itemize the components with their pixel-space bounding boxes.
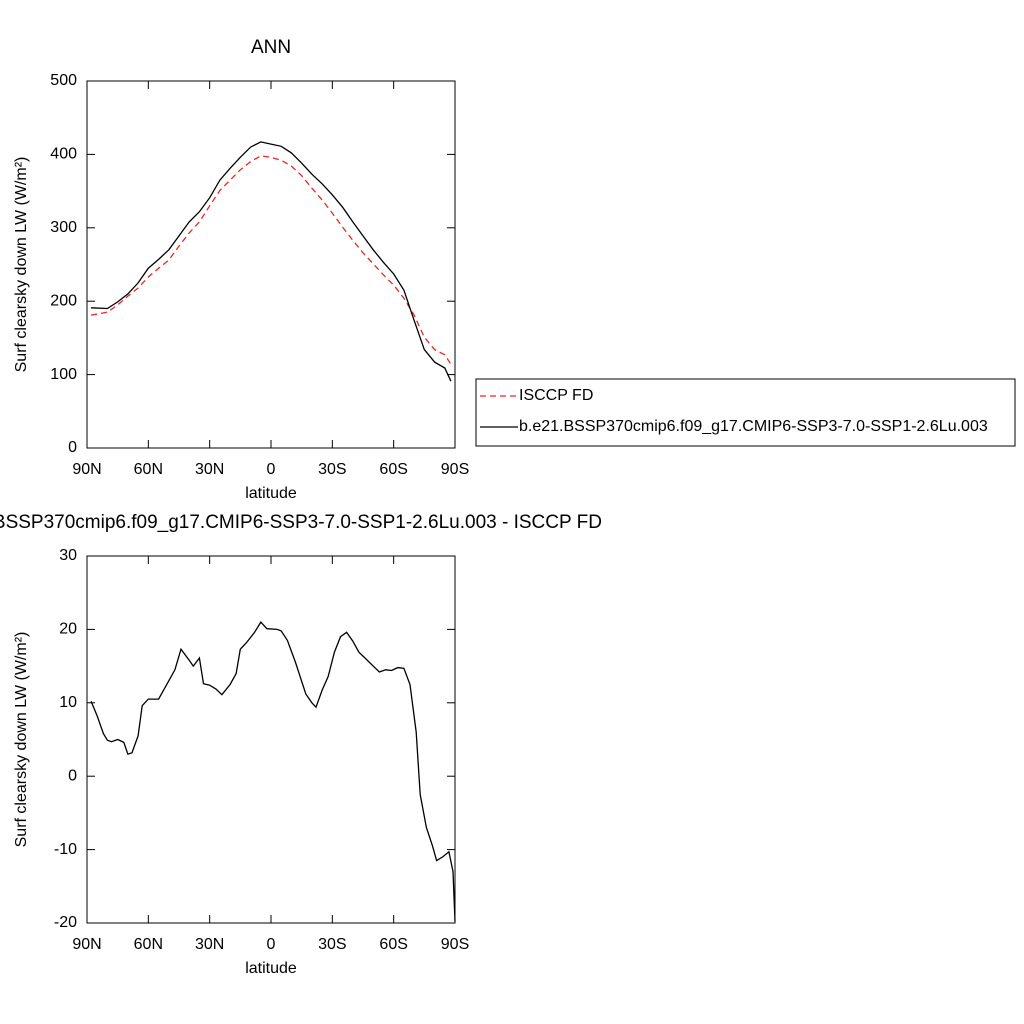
y-tick-label: 300 (50, 219, 77, 236)
x-tick-label: 30S (318, 461, 346, 478)
x-tick-label: 30S (318, 936, 346, 953)
y-tick-label: 0 (68, 439, 77, 456)
chart-title: b.e21.BSSP370cmip6.f09_g17.CMIP6-SSP3-7.… (0, 512, 602, 533)
x-tick-label: 90S (441, 936, 469, 953)
x-axis-title: latitude (245, 485, 297, 502)
y-tick-label: 500 (50, 72, 77, 89)
x-tick-label: 30N (195, 461, 224, 478)
x-tick-label: 60N (134, 936, 163, 953)
chart-title: ANN (251, 37, 291, 58)
y-axis-title: Surf clearsky down LW (W/m²) (13, 157, 30, 373)
legend-label: ISCCP FD (519, 387, 593, 404)
y-tick-label: 400 (50, 146, 77, 163)
data-line (91, 141, 452, 382)
x-tick-label: 60N (134, 461, 163, 478)
y-tick-label: 100 (50, 366, 77, 383)
data-line (90, 621, 456, 922)
legend-box (475, 378, 1016, 447)
x-tick-label: 60S (379, 461, 407, 478)
x-tick-label: 0 (267, 936, 276, 953)
y-tick-label: -20 (54, 914, 77, 931)
y-tick-label: 20 (59, 621, 77, 638)
x-tick-label: 90S (441, 461, 469, 478)
plot-frame (86, 555, 456, 924)
x-tick-label: 90N (72, 461, 101, 478)
y-tick-label: 0 (68, 767, 77, 784)
y-tick-label: 200 (50, 292, 77, 309)
y-axis-title: Surf clearsky down LW (W/m²) (13, 632, 30, 848)
y-tick-label: -10 (54, 841, 77, 858)
data-line (90, 155, 452, 365)
plot-frame (86, 80, 456, 449)
x-tick-label: 90N (72, 936, 101, 953)
y-tick-label: 10 (59, 694, 77, 711)
x-axis-title: latitude (245, 960, 297, 977)
x-tick-label: 60S (379, 936, 407, 953)
legend-label: b.e21.BSSP370cmip6.f09_g17.CMIP6-SSP3-7.… (519, 418, 988, 435)
x-tick-label: 30N (195, 936, 224, 953)
y-tick-label: 30 (59, 547, 77, 564)
x-tick-label: 0 (267, 461, 276, 478)
